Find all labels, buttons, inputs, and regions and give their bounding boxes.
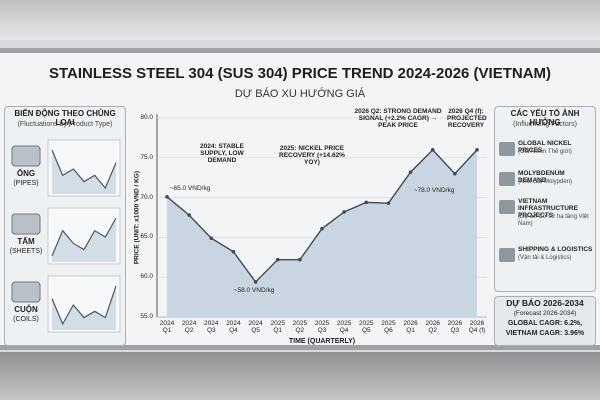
y-tick-label: 70.0 xyxy=(140,193,153,201)
title: STAINLESS STEEL 304 (SUS 304) PRICE TREN… xyxy=(48,65,552,82)
annotation: ~78.0 VND/kg xyxy=(413,187,455,194)
x-tick-label: 2025 Q3 xyxy=(314,320,330,335)
point xyxy=(453,171,457,176)
factor-name: GLOBAL NICKEL PRICES xyxy=(518,140,572,155)
product-name: CUỘN xyxy=(14,305,38,314)
product-icon xyxy=(11,213,41,235)
product-name-en: (PIPES) xyxy=(13,180,39,187)
point xyxy=(320,226,324,231)
panel-title: BIẾN ĐỘNG THEO CHỦNG LOẠI xyxy=(14,109,116,127)
factor-icon xyxy=(499,172,515,186)
x-tick-label: 2024 Q2 xyxy=(181,320,197,335)
point xyxy=(386,201,391,205)
y-tick-label: 65.0 xyxy=(140,233,153,241)
sparkline xyxy=(51,217,117,257)
x-tick-label: 2024 Q3 xyxy=(204,320,219,335)
y-axis-label: PRICE (UNIT: x1000 VND / KG) xyxy=(133,170,141,264)
panel-title: CÁC YẾU TỐ ẢNH HƯỞNG xyxy=(510,109,580,127)
point xyxy=(298,257,302,262)
forecast-line: VIETNAM CAGR: 3.96% xyxy=(505,330,585,337)
y-tick-label: 80.0 xyxy=(140,114,153,121)
x-tick-label: 2025 Q4 xyxy=(336,320,352,335)
forecast-line: GLOBAL CAGR: 6.2%, xyxy=(507,320,583,327)
x-tick-label: 2026 Q3 xyxy=(447,320,463,335)
x-tick-label: 2025 Q2 xyxy=(292,320,308,335)
x-tick-label: 2025 Q5 xyxy=(359,320,374,335)
point xyxy=(475,148,479,152)
forecast-box xyxy=(494,296,596,346)
y-tick-label: 75.0 xyxy=(140,153,153,161)
x-tick-label: 2025 Q1 xyxy=(270,320,285,335)
point xyxy=(231,249,236,254)
product-name-en: (COILS) xyxy=(13,316,39,323)
x-axis-label: TIME (QUARTERLY) xyxy=(288,338,356,345)
forecast-subtitle: (Forecast 2026-2034) xyxy=(513,310,577,317)
x-tick-label: 2024 Q1 xyxy=(159,320,175,335)
y-tick-label: 60.0 xyxy=(140,273,153,281)
annotation: 2026 Q4 (f): PROJECTED RECOVERY xyxy=(447,108,487,130)
annotation: 2026 Q2: STRONG DEMAND SIGNAL (+2.2% CAG… xyxy=(354,108,442,130)
y-tick-label: 55.0 xyxy=(140,313,153,320)
sparkline xyxy=(51,149,117,190)
wall xyxy=(0,0,600,40)
forecast-title: DỰ BÁO 2026-2034 xyxy=(506,298,584,308)
factor-icon xyxy=(499,200,515,214)
area xyxy=(167,149,477,317)
product-icon xyxy=(11,145,41,167)
point xyxy=(408,170,413,174)
factor-note: (Giá Niken Thế giới) xyxy=(518,149,572,155)
panel-subtitle: (Influencing Factors) xyxy=(513,121,577,128)
point xyxy=(187,213,191,217)
annotation: ~65.0 VND/kg xyxy=(169,185,211,192)
factor-name: SHIPPING & LOGISTICS xyxy=(518,246,593,253)
point xyxy=(275,257,280,262)
annotation: 2025: NICKEL PRICE RECOVERY (+14.62% YOY… xyxy=(279,145,345,167)
factor-icon xyxy=(499,248,515,262)
panel-subtitle: (Fluctuations by Product Type) xyxy=(17,121,113,128)
sparkline xyxy=(51,285,117,326)
x-tick-label: 2024 Q5 xyxy=(248,320,263,335)
point xyxy=(209,236,214,240)
point xyxy=(364,200,369,205)
x-tick-label: 2026 Q2 xyxy=(425,320,440,335)
factor-name: VIETNAM INFRASTRUCTURE PROJECTS xyxy=(518,198,578,220)
point xyxy=(342,210,346,214)
point xyxy=(430,148,435,152)
sparkline-area xyxy=(52,286,116,330)
product-name: TẤM xyxy=(17,237,35,246)
x-tick-label: 2026 Q1 xyxy=(403,320,418,335)
point xyxy=(253,280,258,284)
factor-name: MOLYBDENUM DEMAND xyxy=(518,170,565,185)
product-name: ỐNG xyxy=(16,169,36,178)
factor-note: (Dự án Cơ sở hạ tầng Việt Nam) xyxy=(518,214,589,227)
x-tick-label: 2026 Q4 (f) xyxy=(468,320,486,335)
x-tick-label: 2024 Q4 xyxy=(226,320,241,335)
factor-note: (Vận tải & Logistics) xyxy=(518,255,572,261)
subtitle: DỰ BÁO XU HƯỚNG GIÁ xyxy=(234,88,366,100)
factor-icon xyxy=(499,142,515,156)
product-name-en: (SHEETS) xyxy=(9,248,43,255)
point xyxy=(165,195,169,199)
sparkline-area xyxy=(52,218,116,262)
factor-note: (Nhu cầu Molypden) xyxy=(518,179,573,185)
annotation: 2024: STABLE SUPPLY, LOW DEMAND xyxy=(200,143,244,165)
floor xyxy=(0,352,600,400)
product-icon xyxy=(11,281,41,303)
x-tick-label: 2025 Q6 xyxy=(381,320,396,335)
sparkline-area xyxy=(52,150,116,194)
annotation: ~58.0 VND/kg xyxy=(233,287,275,294)
